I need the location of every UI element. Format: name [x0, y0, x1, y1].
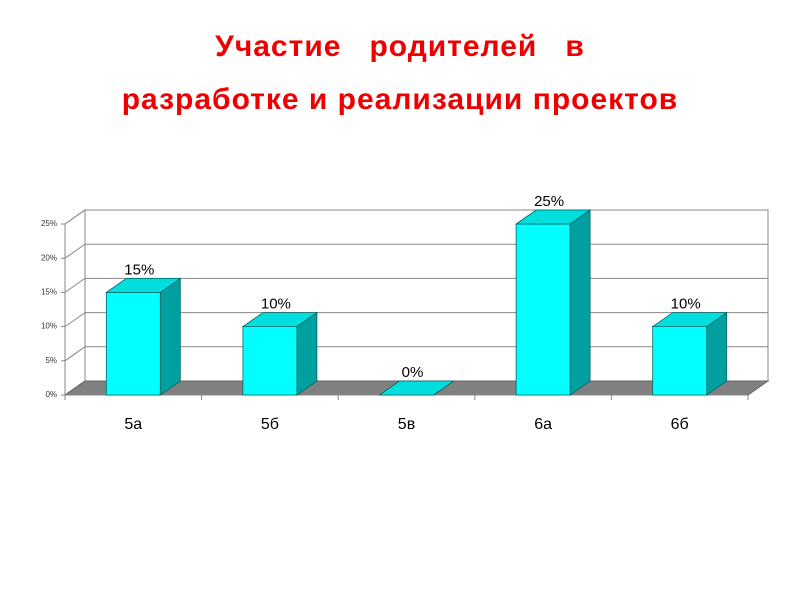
bar-top [651, 312, 728, 328]
bar [242, 326, 298, 396]
bar-side [569, 209, 591, 396]
value-label: 0% [402, 364, 424, 381]
bar [515, 223, 571, 396]
bar-top [241, 312, 319, 328]
bar [105, 291, 161, 396]
bar-side [159, 277, 181, 396]
x-tick-label: 6б [671, 416, 689, 433]
value-label: 15% [124, 261, 154, 278]
x-tick-label: 6а [534, 416, 552, 433]
value-label: 10% [671, 296, 701, 313]
value-label: 10% [261, 296, 291, 313]
y-tick-label: 20% [41, 253, 57, 262]
bar-top [378, 380, 455, 396]
value-label: 25% [534, 193, 564, 210]
y-tick-label: 0% [45, 390, 57, 399]
x-tick-label: 5а [124, 416, 142, 433]
y-tick-label: 5% [45, 356, 57, 365]
bar [652, 326, 708, 396]
bar-top [514, 209, 592, 225]
y-tick-label: 25% [41, 219, 57, 228]
x-tick-label: 5б [261, 416, 279, 433]
x-tick-label: 5в [398, 416, 415, 433]
side-wall [64, 209, 86, 396]
y-tick-label: 10% [41, 322, 57, 331]
bar-top [105, 277, 182, 293]
chart-title: Участие родителей в [215, 30, 585, 63]
chart-title: разработке и реализации проектов [122, 83, 679, 116]
y-tick-label: 15% [41, 288, 57, 297]
